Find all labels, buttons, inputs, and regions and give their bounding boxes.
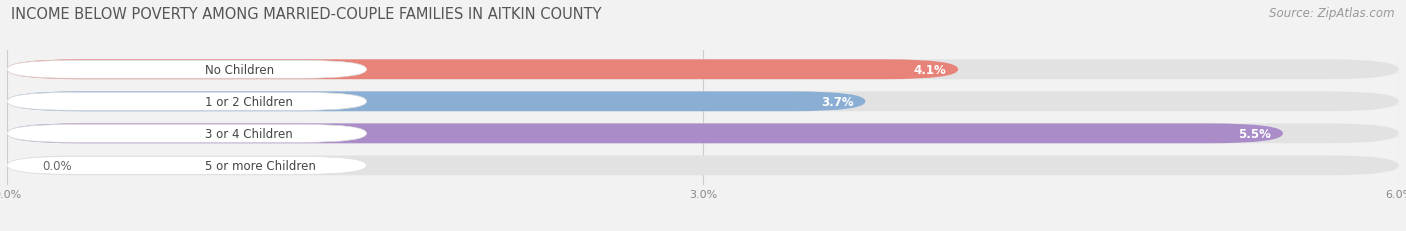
Text: No Children: No Children <box>205 64 274 76</box>
Text: INCOME BELOW POVERTY AMONG MARRIED-COUPLE FAMILIES IN AITKIN COUNTY: INCOME BELOW POVERTY AMONG MARRIED-COUPL… <box>11 7 602 22</box>
FancyBboxPatch shape <box>7 156 1399 176</box>
FancyBboxPatch shape <box>7 124 1284 144</box>
Text: 3.7%: 3.7% <box>821 95 853 108</box>
FancyBboxPatch shape <box>7 92 1399 112</box>
Text: Source: ZipAtlas.com: Source: ZipAtlas.com <box>1270 7 1395 20</box>
Text: 0.0%: 0.0% <box>42 159 72 172</box>
FancyBboxPatch shape <box>7 60 1399 80</box>
FancyBboxPatch shape <box>7 93 367 111</box>
FancyBboxPatch shape <box>7 125 367 143</box>
FancyBboxPatch shape <box>7 157 367 175</box>
FancyBboxPatch shape <box>7 124 1399 144</box>
Text: 5.5%: 5.5% <box>1239 127 1271 140</box>
Text: 5 or more Children: 5 or more Children <box>205 159 316 172</box>
FancyBboxPatch shape <box>7 61 367 79</box>
Text: 4.1%: 4.1% <box>914 64 946 76</box>
FancyBboxPatch shape <box>7 60 959 80</box>
Text: 1 or 2 Children: 1 or 2 Children <box>205 95 292 108</box>
Text: 3 or 4 Children: 3 or 4 Children <box>205 127 292 140</box>
FancyBboxPatch shape <box>7 92 866 112</box>
